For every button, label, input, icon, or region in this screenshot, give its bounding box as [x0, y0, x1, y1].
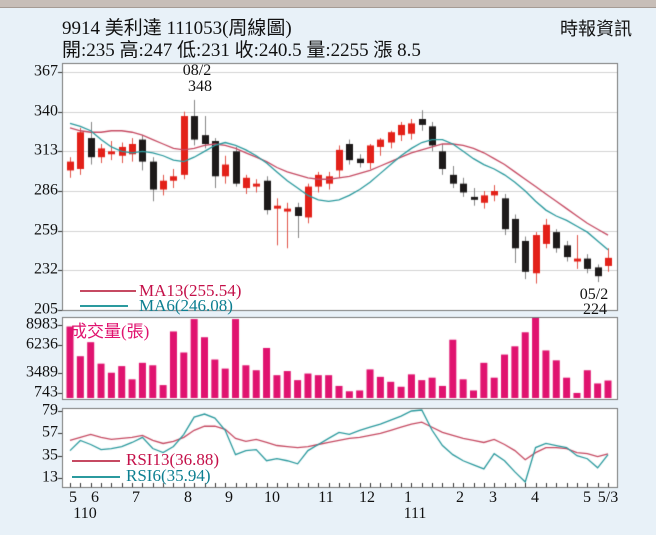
rsi6-line-swatch — [72, 476, 120, 478]
x-axis-month-label: 1 — [404, 489, 412, 506]
ma6-legend-label: MA6(246.08) — [139, 296, 233, 315]
rsi13-legend-label: RSI13(36.88) — [126, 450, 220, 469]
x-axis-month-label: 4 — [531, 489, 539, 506]
volume-y-label: 6236 — [26, 335, 58, 353]
x-axis-month-label: 2 — [456, 489, 464, 506]
peak-date-annotation: 08/2 — [182, 62, 212, 79]
x-axis-month-label: 11 — [318, 489, 334, 506]
price-y-label: 367 — [34, 62, 58, 80]
price-y-label: 259 — [34, 221, 58, 239]
volume-pane-title: 成交量(張) — [70, 322, 150, 341]
ma13-line-swatch — [80, 290, 136, 292]
x-axis-month-label: 6 — [91, 489, 99, 506]
x-axis-month-label: 8 — [184, 489, 192, 506]
price-y-label: 286 — [34, 181, 58, 199]
price-y-label: 232 — [34, 260, 58, 278]
x-axis-month-label: 12 — [359, 489, 375, 506]
rsi-y-label: 57 — [42, 423, 58, 441]
x-axis-month-label: 7 — [132, 489, 140, 506]
ma6-line-swatch — [80, 305, 128, 307]
x-axis-month-label: 9 — [225, 489, 233, 506]
price-y-label: 205 — [34, 300, 58, 318]
rsi-y-label: 79 — [42, 401, 58, 419]
rsi-y-label: 13 — [42, 468, 58, 486]
rsi-y-label: 35 — [42, 446, 58, 464]
x-axis-month-label: 5/3 — [597, 489, 619, 506]
volume-y-label: 8983 — [26, 315, 58, 333]
price-y-label: 340 — [34, 102, 58, 120]
price-y-label: 313 — [34, 141, 58, 159]
low-value-annotation: 224 — [583, 301, 607, 318]
low-date-annotation: 05/2 — [579, 286, 609, 303]
x-axis-month-label: 5 — [69, 489, 77, 506]
rsi6-legend-label: RSI6(35.94) — [126, 466, 211, 485]
x-axis-year-label: 110 — [73, 505, 97, 522]
volume-y-label: 3489 — [26, 363, 58, 381]
x-axis-year-label: 111 — [403, 505, 427, 522]
rsi13-line-swatch — [72, 460, 120, 462]
x-axis-month-label: 10 — [264, 489, 280, 506]
ma13-legend-label: MA13(255.54) — [139, 281, 242, 300]
peak-value-annotation: 348 — [188, 78, 212, 95]
x-axis-month-label: 5 — [583, 489, 591, 506]
x-axis-month-label: 3 — [489, 489, 497, 506]
volume-y-label: 743 — [34, 383, 58, 401]
